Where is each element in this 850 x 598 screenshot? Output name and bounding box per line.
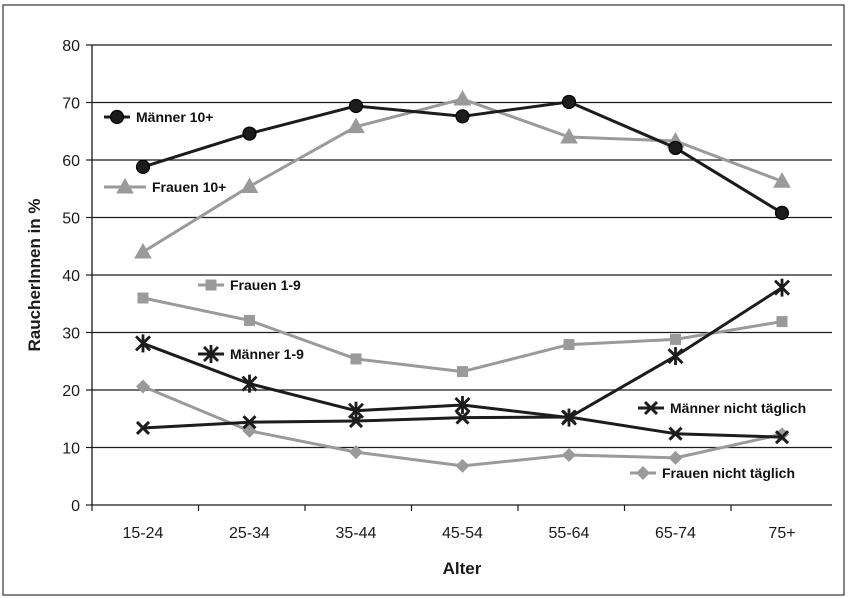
data-point bbox=[135, 420, 151, 436]
data-point bbox=[241, 374, 258, 393]
y-tick-label: 40 bbox=[62, 268, 80, 285]
data-point bbox=[348, 401, 364, 420]
data-point bbox=[562, 447, 576, 462]
data-point bbox=[560, 127, 578, 144]
data-point bbox=[776, 316, 788, 328]
data-point bbox=[242, 126, 257, 141]
data-point bbox=[135, 334, 151, 353]
x-tick-label: 35-44 bbox=[336, 525, 377, 542]
y-tick-label: 80 bbox=[62, 38, 80, 55]
legend-label: Frauen nicht täglich bbox=[662, 465, 795, 481]
data-point bbox=[563, 339, 575, 351]
data-point bbox=[561, 408, 577, 427]
legend-marker bbox=[116, 177, 134, 194]
data-point bbox=[667, 347, 684, 366]
legend-label: Männer 10+ bbox=[136, 109, 213, 125]
data-point bbox=[670, 333, 681, 345]
x-tick-label: 25-34 bbox=[229, 525, 270, 542]
x-tick-label: 65-74 bbox=[655, 525, 696, 542]
data-point bbox=[350, 353, 362, 365]
y-tick-label: 70 bbox=[62, 96, 80, 113]
series-frauen-1-9 bbox=[137, 292, 788, 378]
data-point bbox=[668, 450, 683, 465]
data-point bbox=[455, 109, 470, 124]
data-point bbox=[347, 117, 365, 134]
axes: 0 10 20 30 40 50 60 70 80 15-24 25-34 35-44 45-54 55-… bbox=[62, 38, 832, 542]
data-point bbox=[774, 430, 790, 445]
y-tick-label: 0 bbox=[71, 498, 80, 515]
legend-marker bbox=[636, 466, 650, 480]
data-point bbox=[134, 242, 152, 259]
data-point bbox=[668, 140, 683, 156]
data-point bbox=[242, 415, 257, 430]
y-tick-label: 50 bbox=[62, 211, 80, 228]
legend-label: Männer 1-9 bbox=[230, 346, 304, 362]
legend-label: Männer nicht täglich bbox=[670, 400, 806, 416]
data-point bbox=[453, 90, 472, 106]
data-point bbox=[457, 366, 468, 378]
series-maenner-1-9 bbox=[135, 278, 790, 427]
gridlines bbox=[92, 44, 832, 449]
y-tick-label: 30 bbox=[62, 326, 80, 343]
legend-entry-frauen-1-9: Frauen 1-9 bbox=[198, 277, 301, 293]
data-point bbox=[348, 98, 364, 114]
data-point bbox=[561, 94, 577, 110]
y-tick-label: 20 bbox=[62, 383, 80, 400]
chart-frame bbox=[2, 4, 845, 596]
legend-entry-maenner-10-plus: Männer 10+ bbox=[104, 109, 213, 125]
x-axis-title: Alter bbox=[443, 559, 482, 578]
data-point bbox=[668, 426, 683, 441]
y-tick-label: 60 bbox=[62, 153, 80, 170]
data-point bbox=[137, 292, 149, 304]
data-point bbox=[244, 314, 255, 326]
inline-labels: Männer 10+ Frauen 10+ Frauen 1-9 Männer 1-9… bbox=[104, 109, 806, 481]
series-layer bbox=[134, 90, 791, 473]
legend-label: Frauen 1-9 bbox=[230, 277, 301, 293]
data-point bbox=[135, 159, 151, 174]
data-point bbox=[774, 205, 790, 220]
legend-marker bbox=[203, 345, 219, 363]
legend-marker bbox=[109, 109, 125, 125]
data-point bbox=[348, 413, 364, 429]
data-point bbox=[774, 278, 790, 297]
data-point bbox=[240, 177, 259, 193]
legend-label: Frauen 10+ bbox=[152, 179, 226, 195]
x-tick-label: 45-54 bbox=[442, 525, 483, 542]
x-tick-label: 55-64 bbox=[549, 525, 590, 542]
data-point bbox=[136, 379, 150, 394]
data-point bbox=[455, 410, 470, 425]
x-tick-label: 15-24 bbox=[123, 525, 164, 542]
legend-entry-frauen-nicht-taeglich: Frauen nicht täglich bbox=[630, 465, 795, 481]
legend-marker bbox=[643, 400, 659, 416]
series-frauen-nicht-taeglich bbox=[136, 379, 789, 473]
x-tick-label: 75+ bbox=[768, 525, 795, 542]
legend-entry-frauen-10-plus: Frauen 10+ bbox=[104, 177, 226, 195]
y-tick-label: 10 bbox=[62, 441, 80, 458]
legend-entry-maenner-nicht-taeglich: Männer nicht täglich bbox=[638, 400, 806, 416]
series-maenner-10-plus bbox=[135, 94, 790, 220]
y-axis-title: RaucherInnen in % bbox=[25, 198, 44, 351]
data-point bbox=[349, 445, 363, 460]
data-point bbox=[773, 172, 791, 188]
legend-entry-maenner-1-9: Männer 1-9 bbox=[198, 345, 304, 363]
data-point bbox=[454, 395, 471, 414]
data-point bbox=[455, 458, 470, 473]
legend-marker bbox=[205, 279, 217, 291]
